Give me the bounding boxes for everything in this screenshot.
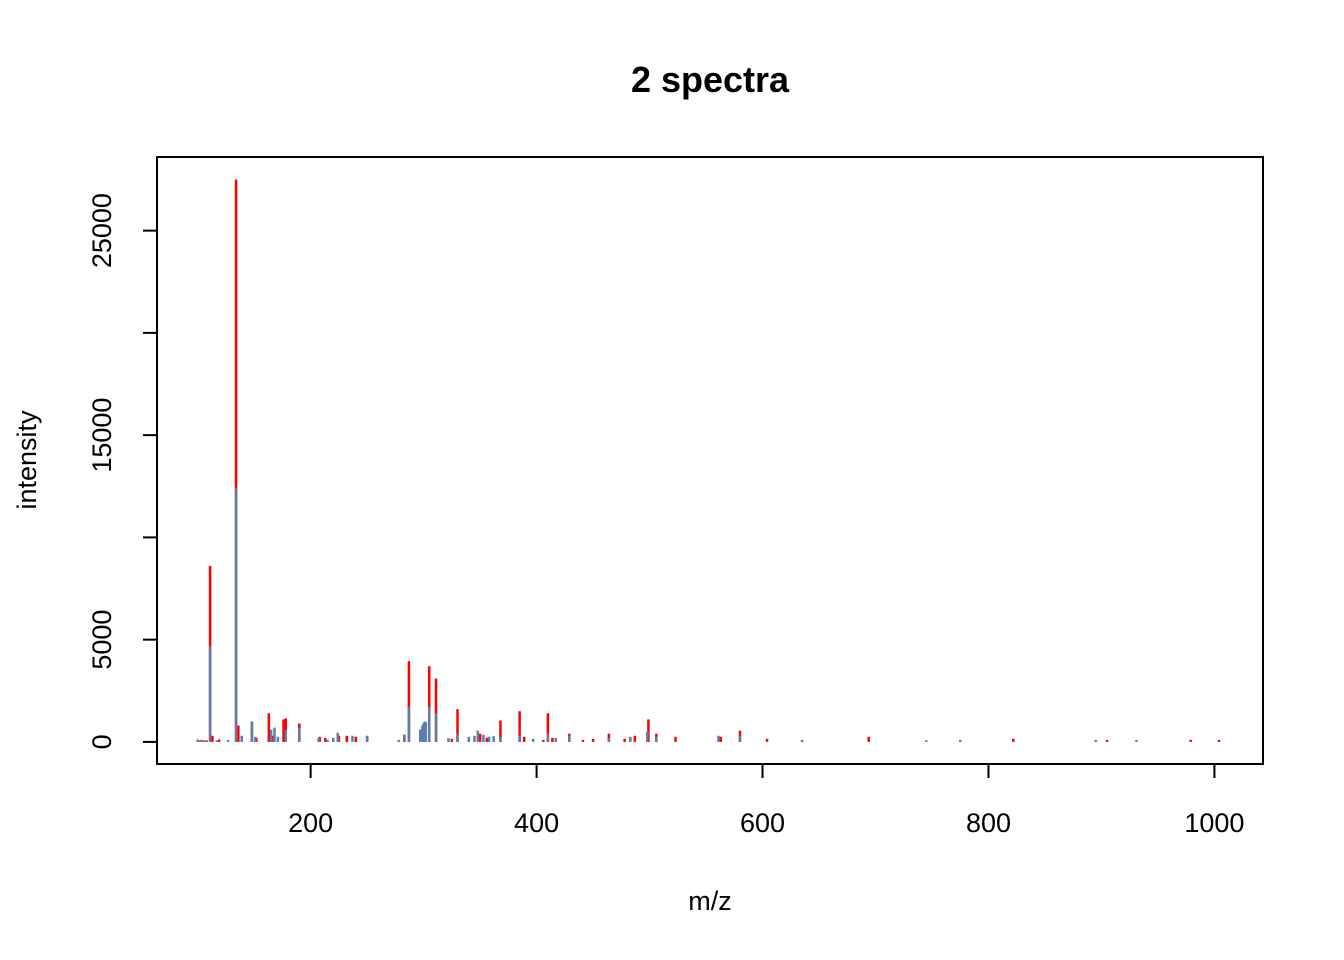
x-tick-label-4: 1000 bbox=[1184, 808, 1244, 838]
series-0 bbox=[198, 179, 1221, 742]
x-tick-label-1: 400 bbox=[514, 808, 559, 838]
x-axis: 200 400 600 800 1000 bbox=[288, 763, 1244, 838]
x-tick-label-3: 800 bbox=[966, 808, 1011, 838]
plot-frame bbox=[156, 156, 1264, 765]
y-axis: 0 5000 15000 25000 bbox=[87, 193, 158, 749]
y-tick-label-3: 15000 bbox=[87, 398, 117, 473]
y-tick-label-0: 0 bbox=[87, 734, 117, 749]
peaks-layer bbox=[196, 179, 1221, 742]
x-tick-label-0: 200 bbox=[288, 808, 333, 838]
series-1 bbox=[196, 488, 1138, 742]
x-tick-label-2: 600 bbox=[740, 808, 785, 838]
y-axis-label: intensity bbox=[12, 410, 42, 510]
y-tick-label-5: 25000 bbox=[87, 193, 117, 268]
y-tick-label-1: 5000 bbox=[87, 610, 117, 670]
chart-title: 2 spectra bbox=[631, 59, 790, 100]
x-axis-label: m/z bbox=[688, 886, 732, 916]
